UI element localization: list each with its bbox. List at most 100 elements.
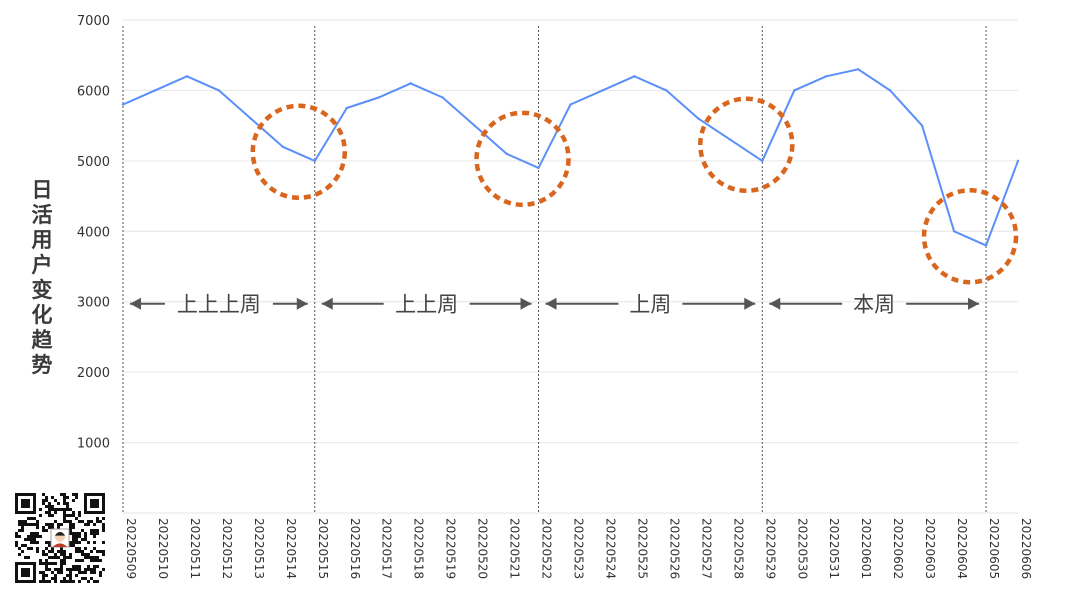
qr-module [57, 556, 60, 559]
data-point [281, 145, 285, 148]
x-tick-label: 20220511 [188, 518, 202, 579]
qr-module [42, 493, 45, 496]
qr-module [96, 517, 99, 520]
qr-module [45, 574, 48, 577]
qr-module [30, 547, 33, 550]
qr-module [30, 532, 33, 535]
qr-module [72, 568, 75, 571]
y-axis-label-char: 户 [31, 253, 53, 277]
qr-module [30, 541, 33, 544]
qr-module [33, 541, 36, 544]
x-tick-label: 20220531 [827, 518, 841, 579]
qr-module [72, 544, 75, 547]
qr-module [102, 541, 105, 544]
x-tick-label: 20220526 [667, 518, 681, 579]
qr-module [60, 562, 63, 565]
qr-module [102, 553, 105, 556]
data-point [121, 103, 125, 106]
qr-module [78, 532, 81, 535]
qr-module [96, 550, 99, 553]
week-annotation-label: 上周 [629, 293, 671, 317]
data-point [217, 89, 221, 92]
highlight-circle [921, 188, 1019, 285]
qr-module [69, 556, 72, 559]
qr-module [54, 553, 57, 556]
qr-module [45, 580, 48, 583]
qr-module [42, 571, 45, 574]
qr-module [48, 526, 51, 529]
x-tick-label: 20220605 [987, 518, 1001, 579]
qr-module [81, 550, 84, 553]
qr-module [54, 499, 57, 502]
y-tick-label: 1000 [77, 437, 110, 452]
x-tick-label: 20220512 [220, 518, 234, 579]
qr-module [24, 556, 27, 559]
x-tick-label: 20220514 [284, 518, 298, 579]
qr-module [45, 511, 48, 514]
qr-module [72, 514, 75, 517]
qr-module [45, 565, 48, 568]
qr-module [42, 529, 45, 532]
arrowhead-left-icon [130, 297, 141, 310]
qr-module [48, 544, 51, 547]
x-tick-label: 20220523 [572, 518, 586, 579]
qr-module [30, 517, 33, 520]
qr-module [36, 523, 39, 526]
qr-module [66, 568, 69, 571]
qr-module [72, 526, 75, 529]
qr-module [54, 556, 57, 559]
qr-module [60, 571, 63, 574]
arrowhead-left-icon [321, 297, 333, 310]
data-point [153, 89, 157, 92]
x-tick-label: 20220518 [412, 518, 426, 579]
qr-module [102, 568, 105, 571]
qr-module [69, 526, 72, 529]
qr-module [51, 508, 54, 511]
qr-module [39, 580, 42, 583]
data-point [729, 138, 732, 141]
data-point [377, 96, 380, 99]
data-point [473, 124, 476, 127]
qr-module [42, 553, 45, 556]
y-axis-label-char: 日 [31, 178, 53, 202]
x-tick-label: 20220509 [124, 518, 138, 579]
qr-module [60, 493, 63, 496]
qr-module [36, 547, 39, 550]
qr-module [54, 574, 57, 577]
qr-module [81, 529, 84, 532]
qr-module [78, 580, 81, 583]
qr-module [45, 523, 48, 526]
qr-module [84, 553, 87, 556]
qr-module [54, 562, 57, 565]
x-tick-label: 20220519 [444, 518, 458, 579]
y-tick-labels: 1000 2000 3000 4000 5000 6000 7000 [77, 14, 110, 452]
y-tick-label: 6000 [77, 84, 110, 99]
qr-module [87, 568, 90, 571]
qr-module [96, 559, 99, 562]
qr-avatar-hair [54, 532, 66, 536]
qr-module [18, 523, 21, 526]
qr-module [42, 574, 45, 577]
qr-module [48, 514, 51, 517]
y-axis-label: 日活用户变化趋势 [26, 178, 58, 378]
qr-module [18, 547, 21, 550]
y-tick-label: 2000 [77, 366, 110, 381]
qr-module [45, 547, 48, 550]
arrowhead-right-icon [744, 297, 756, 310]
qr-module [69, 532, 72, 535]
qr-module [36, 550, 39, 553]
qr-module [102, 529, 105, 532]
qr-module [84, 568, 87, 571]
qr-module [48, 508, 51, 511]
qr-module [63, 517, 66, 520]
qr-module [45, 529, 48, 532]
qr-module [84, 547, 87, 550]
qr-module [93, 559, 96, 562]
qr-module [93, 571, 96, 574]
qr-module [90, 550, 93, 553]
qr-module [87, 520, 90, 523]
qr-module [21, 526, 24, 529]
qr-module [57, 502, 60, 505]
qr-module [18, 529, 21, 532]
qr-module [42, 499, 45, 502]
